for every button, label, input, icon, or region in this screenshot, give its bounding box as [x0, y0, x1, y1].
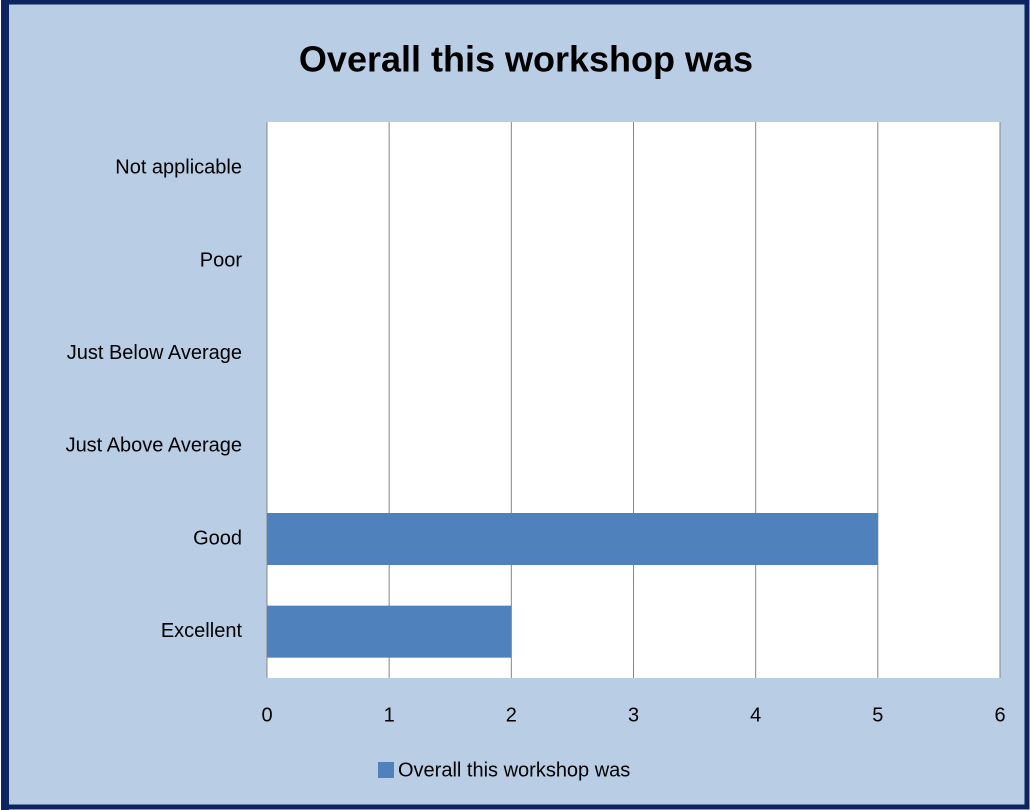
y-tick-label: Poor — [200, 249, 243, 271]
chart-border — [1, 0, 9, 810]
chart-title: Overall this workshop was — [299, 39, 753, 80]
y-tick-label: Excellent — [161, 620, 243, 642]
x-tick-label: 5 — [872, 704, 883, 726]
x-tick-label: 3 — [628, 704, 639, 726]
legend-swatch — [378, 762, 394, 778]
y-tick-label: Not applicable — [115, 157, 242, 179]
legend-label: Overall this workshop was — [398, 759, 630, 781]
x-tick-label: 4 — [750, 704, 761, 726]
x-tick-label: 6 — [994, 704, 1005, 726]
y-tick-label: Good — [193, 527, 242, 549]
bar — [267, 513, 878, 565]
bar — [267, 605, 512, 658]
y-tick-label: Just Below Average — [67, 342, 242, 364]
y-tick-label: Just Above Average — [66, 435, 242, 457]
x-tick-label: 2 — [506, 704, 517, 726]
x-tick-label: 0 — [261, 704, 272, 726]
x-tick-label: 1 — [384, 704, 395, 726]
